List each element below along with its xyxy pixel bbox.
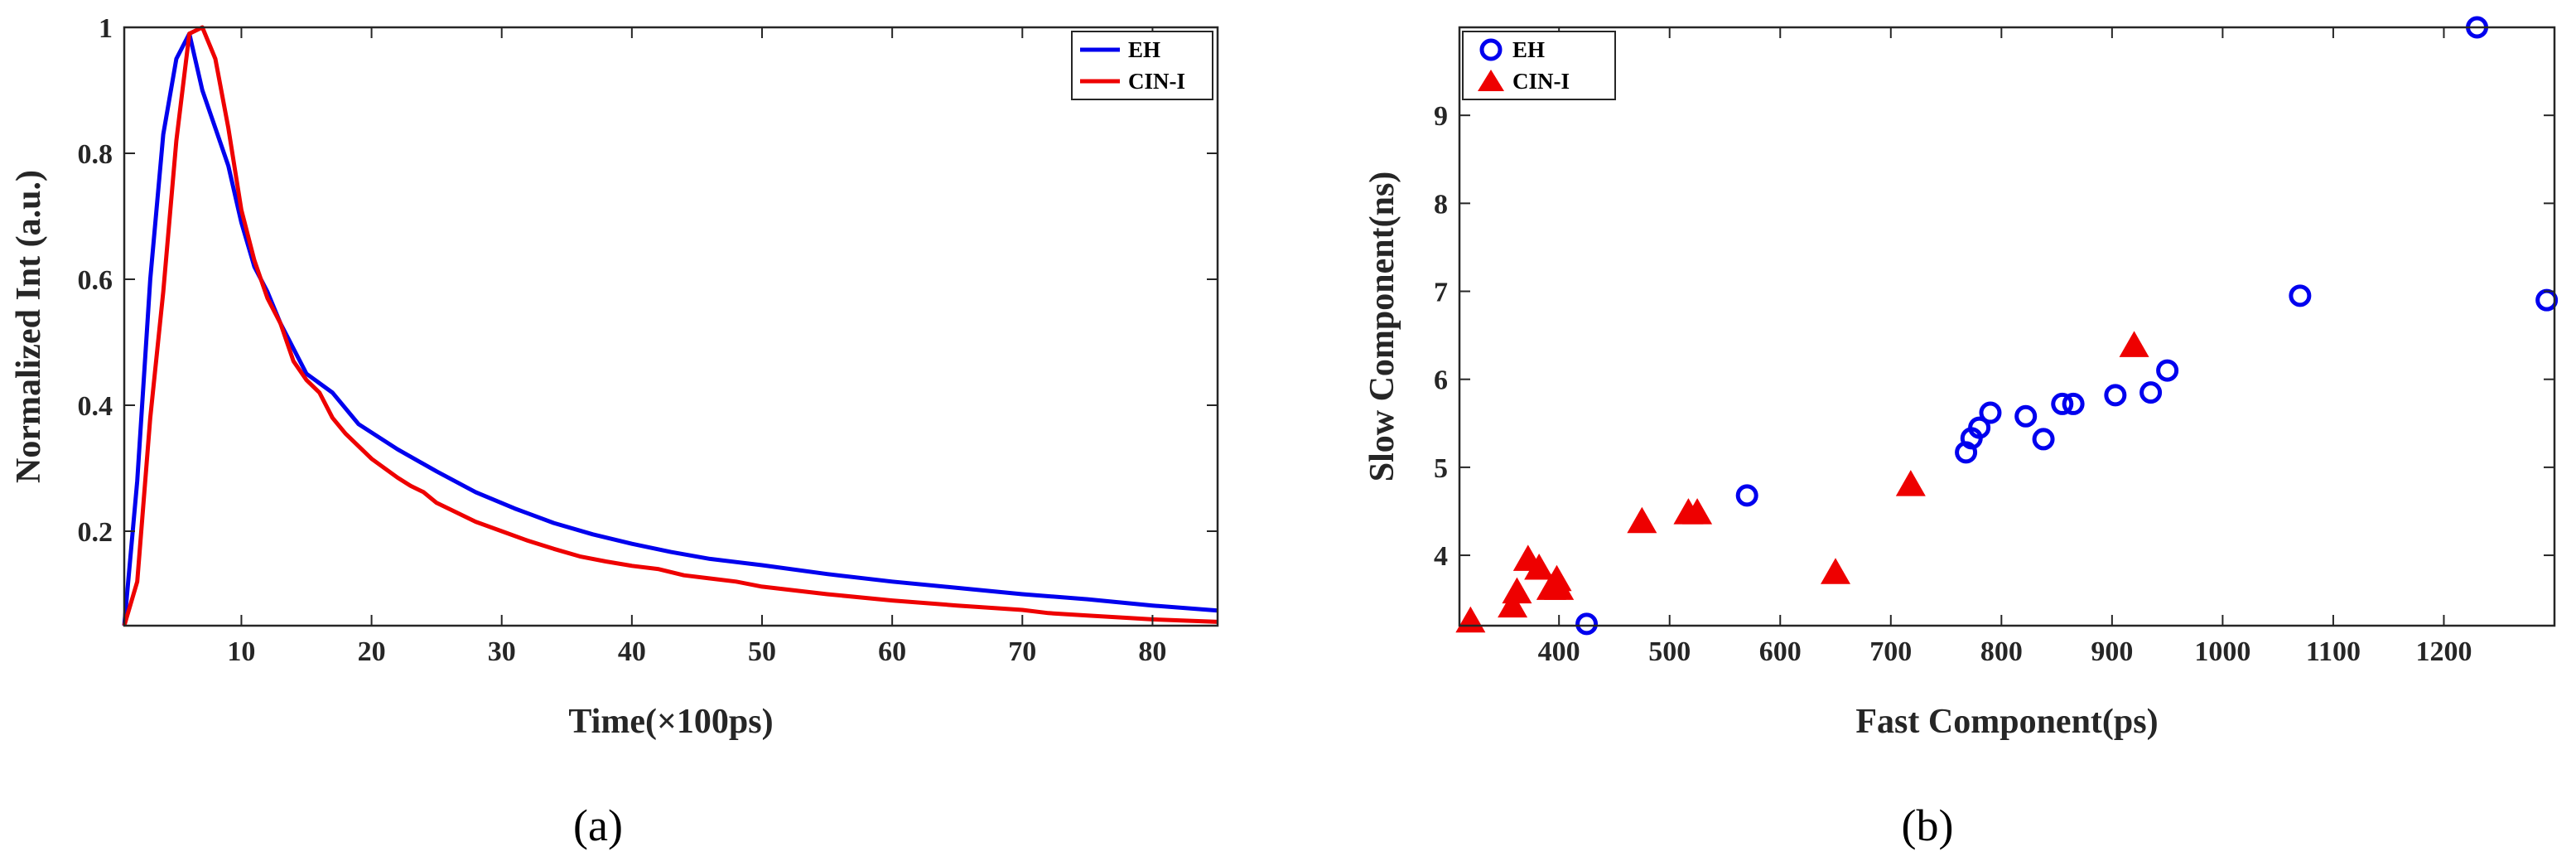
chart-b-xtick-label: 600 <box>1759 636 1802 667</box>
chart-b-xtick-label: 700 <box>1869 636 1912 667</box>
chart-b-ytick-label: 9 <box>1434 101 1448 132</box>
legend-eh-label: EH <box>1128 37 1160 62</box>
legend-b-eh-label: EH <box>1512 37 1545 62</box>
scatter-point-eh <box>1575 612 1599 636</box>
chart-a-ytick-label: 1 <box>99 13 113 44</box>
chart-a-ylabel: Normalized Int (a.u.) <box>10 170 48 483</box>
chart-b-xtick-label: 1100 <box>2306 636 2361 667</box>
chart-b-xtick-label: 500 <box>1648 636 1691 667</box>
chart-b-series-layer <box>1455 16 2559 636</box>
scatter-point-cin-i <box>1821 558 1851 584</box>
series-line-cin-i <box>122 25 1218 627</box>
scatter-point-eh <box>2051 392 2074 415</box>
chart-a-ytick-label: 0.8 <box>78 139 113 170</box>
chart-a-legend-box <box>1071 31 1213 100</box>
scatter-point-eh <box>2014 404 2038 428</box>
scatter-point-cin-i <box>1544 573 1575 600</box>
scatter-point-eh <box>2156 359 2179 382</box>
chart-a-xtick-label: 40 <box>618 636 646 667</box>
chart-a-xtick-label: 60 <box>878 636 906 667</box>
legend-cin-i-label: CIN-I <box>1128 69 1185 94</box>
scatter-point-eh <box>2139 381 2163 404</box>
scatter-point-cin-i <box>1682 498 1713 525</box>
chart-a-xtick-label: 70 <box>1008 636 1036 667</box>
legend-b-cin-i-marker <box>1478 70 1504 91</box>
scatter-point-eh <box>2289 284 2312 307</box>
chart-b-ytick-label: 5 <box>1434 453 1448 484</box>
chart-a-xtick-label: 10 <box>227 636 255 667</box>
chart-b-xlabel: Fast Component(ps) <box>1855 703 2158 741</box>
chart-a-ytick-label: 0.4 <box>78 391 113 422</box>
scatter-point-cin-i <box>1498 591 1528 618</box>
chart-a: 10 20 30 40 50 60 70 80 0.2 0.4 0.6 0.8 1 Time(×100p… <box>10 13 1219 850</box>
chart-b-legend: EH CIN-I <box>1462 31 1616 100</box>
legend-b-eh-marker <box>1479 38 1503 61</box>
chart-b-ytick-label: 8 <box>1434 189 1448 220</box>
chart-a-series-layer <box>122 25 1218 627</box>
chart-b-xtick-label: 400 <box>1538 636 1580 667</box>
scatter-point-eh <box>1735 484 1758 507</box>
chart-b-ylabel: Slow Component(ns) <box>1363 172 1401 482</box>
scatter-point-cin-i <box>1524 553 1555 580</box>
chart-a-xtick-label: 50 <box>748 636 776 667</box>
scatter-point-cin-i <box>1502 577 1532 604</box>
legend-b-cin-i-label: CIN-I <box>1512 69 1570 94</box>
scatter-point-cin-i <box>1895 470 1926 496</box>
scatter-point-eh <box>2032 428 2055 451</box>
scatter-point-cin-i <box>2119 331 2149 357</box>
scatter-point-eh <box>1979 401 2002 424</box>
chart-b-ytick-label: 6 <box>1434 365 1448 396</box>
chart-b-ytick-label: 7 <box>1434 278 1448 308</box>
chart-a-ytick-label: 0.2 <box>78 517 113 548</box>
chart-a-caption: (a) <box>573 801 623 850</box>
chart-b-caption: (b) <box>1902 801 1954 850</box>
chart-b-ytick-label: 4 <box>1434 541 1448 572</box>
scatter-point-eh <box>2062 392 2085 415</box>
scatter-point-eh <box>2535 288 2559 312</box>
chart-b-xtick-label: 1000 <box>2194 636 2250 667</box>
chart-b-plot-frame <box>1458 26 2556 627</box>
chart-b-xtick-label: 1200 <box>2415 636 2472 667</box>
scatter-point-eh <box>1968 416 1991 439</box>
chart-a-xtick-label: 30 <box>488 636 516 667</box>
chart-a-xlabel: Time(×100ps) <box>568 703 773 741</box>
chart-a-xtick-label: 80 <box>1138 636 1166 667</box>
series-line-eh <box>122 31 1218 627</box>
chart-b: 400 500 600 700 800 900 1000 1100 1200 4 5 6 7 8 9 Fas… <box>1363 16 2559 850</box>
chart-a-legend: EH CIN-I <box>1071 31 1213 100</box>
chart-b-xtick-label: 900 <box>2091 636 2133 667</box>
scatter-point-cin-i <box>1627 506 1657 534</box>
chart-a-ytick-label: 0.6 <box>78 265 113 296</box>
chart-a-xtick-label: 20 <box>358 636 386 667</box>
chart-a-plot-frame <box>123 26 1219 627</box>
chart-b-xtick-label: 800 <box>1980 636 2023 667</box>
scatter-point-eh <box>2104 384 2127 407</box>
